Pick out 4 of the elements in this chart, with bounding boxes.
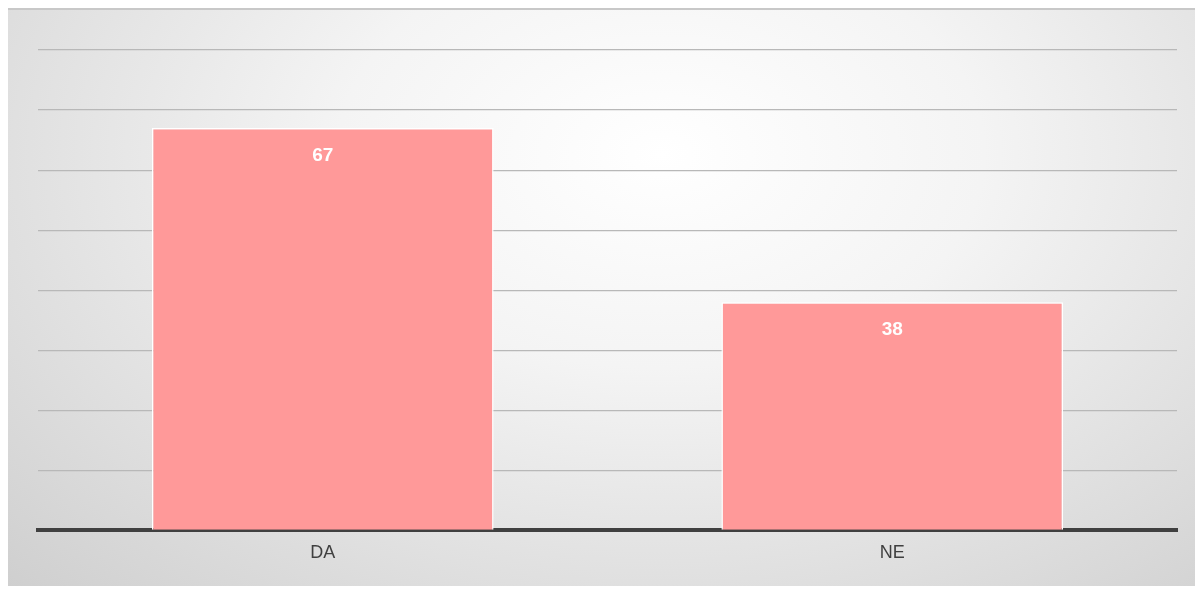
data-label: 67: [312, 144, 334, 166]
x-tick-label: NE: [879, 542, 905, 563]
data-label: 38: [881, 318, 903, 340]
x-tick-label: DA: [310, 542, 336, 563]
